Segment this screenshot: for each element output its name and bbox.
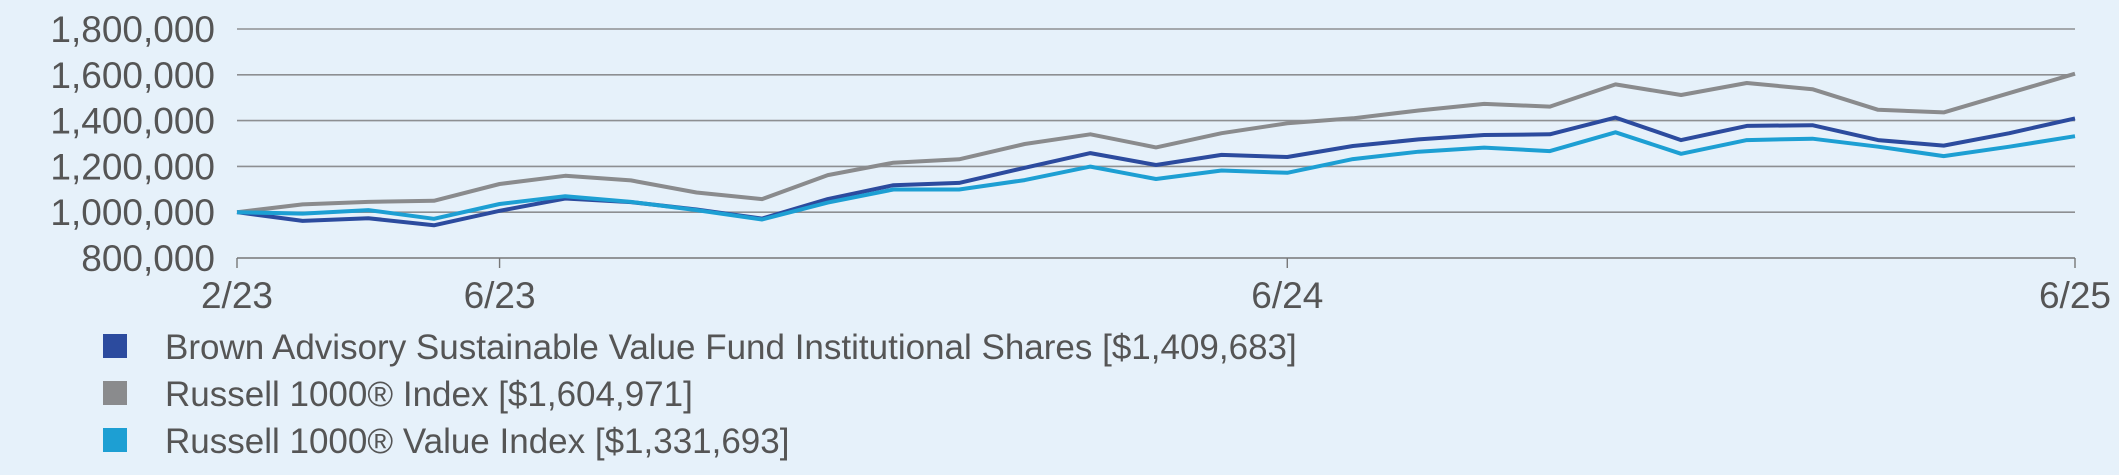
x-tick-label: 6/24 [1251, 275, 1323, 316]
legend-swatch [103, 428, 127, 452]
y-tick-label: 1,800,000 [50, 9, 215, 50]
series-lines [236, 71, 2076, 228]
series-line-1 [236, 71, 2076, 215]
legend-label: Brown Advisory Sustainable Value Fund In… [165, 328, 1297, 367]
y-tick-label: 800,000 [81, 238, 215, 279]
x-tick-label: 6/25 [2039, 275, 2111, 316]
legend-swatch [103, 381, 127, 405]
legend-swatch [103, 334, 127, 358]
legend-label: Russell 1000® Index [$1,604,971] [165, 375, 693, 414]
series-line-0 [236, 115, 2076, 228]
x-axis: 2/23 6/23 6/24 6/25 [201, 258, 2111, 316]
x-tick-label: 2/23 [201, 275, 273, 316]
legend-label: Russell 1000® Value Index [$1,331,693] [165, 422, 789, 461]
x-tick-label: 6/23 [464, 275, 536, 316]
legend: Brown Advisory Sustainable Value Fund In… [103, 328, 1297, 461]
y-tick-label: 1,400,000 [50, 101, 215, 142]
y-tick-label: 1,600,000 [50, 55, 215, 96]
gridlines [237, 28, 2075, 259]
y-tick-label: 1,000,000 [50, 192, 215, 233]
y-tick-label: 1,200,000 [50, 146, 215, 187]
